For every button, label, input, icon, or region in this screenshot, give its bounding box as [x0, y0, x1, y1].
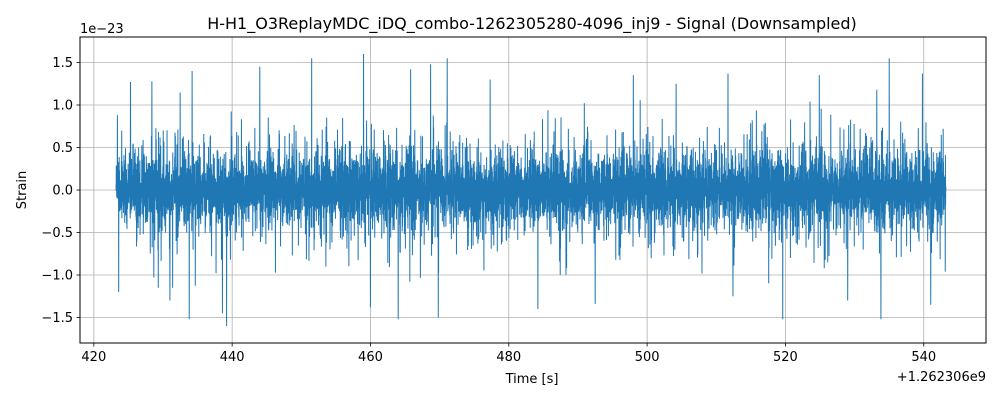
- y-tick-label: 1.0: [52, 99, 73, 114]
- x-tick-label: 520: [773, 350, 798, 365]
- x-tick-label: 540: [911, 350, 936, 365]
- y-exponent-label: 1e−23: [80, 22, 124, 37]
- y-axis-label: Strain: [15, 171, 30, 210]
- tick-layer: 420 440 460 480 500 520 540 −1.5 −1.0 −0.5 0.0 0.5 1…: [41, 56, 936, 365]
- x-tick-label: 440: [220, 350, 245, 365]
- series-layer: [115, 53, 947, 327]
- chart-title: H-H1_O3ReplayMDC_iDQ_combo-1262305280-40…: [207, 14, 857, 34]
- strain-signal-line: [115, 53, 947, 327]
- x-tick-label: 420: [81, 350, 106, 365]
- x-tick-label: 460: [358, 350, 383, 365]
- x-tick-label: 480: [496, 350, 521, 365]
- y-tick-label: −1.5: [41, 311, 73, 326]
- y-tick-label: −1.0: [41, 269, 73, 284]
- y-tick-label: 1.5: [52, 56, 73, 71]
- y-tick-label: −0.5: [41, 226, 73, 241]
- y-tick-label: 0.5: [52, 141, 73, 156]
- y-tick-label: 0.0: [52, 184, 73, 199]
- x-tick-label: 500: [635, 350, 660, 365]
- x-axis-label: Time [s]: [505, 372, 559, 387]
- x-offset-label: +1.262306e9: [897, 370, 986, 385]
